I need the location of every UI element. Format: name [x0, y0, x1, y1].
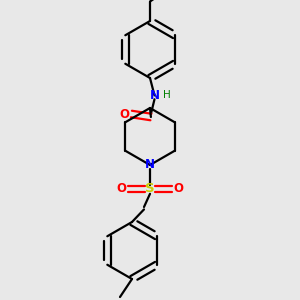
Text: O: O	[120, 107, 130, 121]
Text: N: N	[145, 158, 155, 172]
Text: N: N	[149, 89, 160, 102]
Text: S: S	[145, 182, 155, 196]
Text: H: H	[163, 90, 171, 100]
Text: O: O	[116, 182, 126, 196]
Text: O: O	[174, 182, 184, 196]
